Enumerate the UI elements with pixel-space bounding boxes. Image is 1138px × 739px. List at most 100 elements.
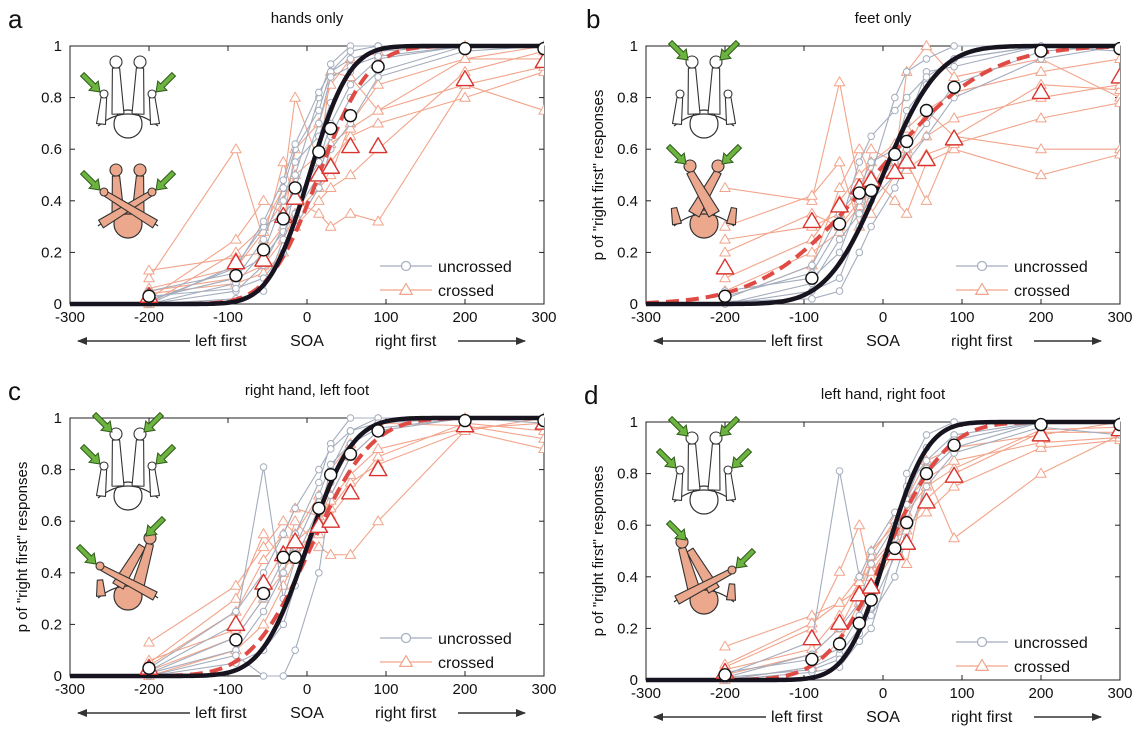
y-tick-label: 0.2 [617, 620, 638, 637]
icon-top-a-stimulus-arrow-icon-0 [79, 71, 101, 93]
icon-top-a-left-foot-icon [109, 55, 123, 69]
icon-bottom-c-body-icon [75, 515, 167, 611]
crossed-mean-point [534, 51, 544, 69]
crossed-participant-point [538, 104, 544, 115]
y-tick-label: 0.6 [41, 141, 62, 158]
icon-bottom-c-hand-a-icon [95, 561, 105, 571]
icon-top-a-right-arm-icon [148, 95, 161, 126]
uncrossed-participant-point [315, 119, 323, 128]
crossed-participant-point [948, 532, 960, 543]
x-tick-label: -100 [789, 685, 819, 702]
x-tick-label: 300 [1107, 685, 1132, 702]
uncrossed-participant-point [950, 42, 958, 50]
icon-top-c-stimulus-arrow-icon-1-shape [155, 443, 177, 465]
uncrossed-mean-point [852, 616, 866, 630]
uncrossed-participant-line [724, 45, 1120, 292]
uncrossed-mean-point [919, 466, 934, 481]
icon-bottom-a-left-foot-icon [109, 163, 123, 177]
uncrossed-participant-point [259, 463, 268, 471]
crossed-participant-point [806, 194, 818, 205]
icon-top-a-head-icon [113, 109, 143, 139]
icon-bottom-b-stimulus-arrow-icon-0 [665, 143, 687, 165]
crossed-participant-point [324, 548, 337, 559]
crossed-mean-point [897, 152, 917, 169]
uncrossed-participant-point [808, 261, 816, 270]
crossed-participant-point [372, 78, 384, 89]
uncrossed-mean-point [888, 541, 902, 556]
y-tick-label: 0.8 [617, 90, 638, 107]
uncrossed-mean-point [458, 413, 472, 428]
x-tick-label: 200 [1028, 685, 1053, 702]
icon-top-b-right-leg-icon [707, 67, 721, 115]
uncrossed-participant-point [232, 284, 240, 293]
uncrossed-participant-point [891, 93, 899, 102]
crossed-participant-point [1035, 112, 1047, 123]
icon-bottom-a-right-hand-icon [99, 187, 109, 197]
crossed-participant-point [920, 506, 933, 517]
crossed-participant-point [889, 194, 901, 205]
uncrossed-mean-point [1034, 44, 1048, 58]
x-tick-label: -200 [710, 309, 740, 326]
crossed-participant-point [853, 143, 866, 154]
uncrossed-participant-point [922, 55, 931, 63]
crossed-mean-point [226, 253, 246, 270]
uncrossed-participant-point [279, 197, 288, 205]
crossed-participant-point [257, 541, 270, 552]
crossed-participant-point [1035, 441, 1047, 452]
uncrossed-participant-point [835, 287, 844, 295]
crossed-mean-point [715, 258, 735, 275]
crossed-participant-point [313, 541, 325, 552]
icon-top-d-stimulus-arrow-icon-1 [731, 447, 753, 469]
y-tick-label: 0 [54, 296, 62, 313]
uncrossed-participant-point [279, 530, 288, 538]
uncrossed-mean-point [1113, 41, 1120, 56]
icon-bottom-d-body-icon [665, 519, 757, 615]
crossed-participant-point [1114, 96, 1120, 107]
icon-bottom-a-body-icon [79, 163, 177, 239]
icon-top-c-head-icon [113, 481, 143, 511]
crossed-participant-point [806, 189, 818, 200]
uncrossed-participant-point [315, 478, 323, 487]
uncrossed-mean-point [864, 183, 878, 198]
uncrossed-participant-line [148, 45, 544, 292]
uncrossed-participant-point [326, 73, 335, 81]
uncrossed-participant-point [867, 547, 875, 555]
panel-letter: d [584, 380, 598, 410]
crossed-participant-point [230, 592, 242, 603]
crossed-participant-point [313, 207, 325, 218]
crossed-participant-point [865, 143, 877, 154]
crossed-participant-point [344, 169, 357, 180]
icon-top-d-right-foot-icon [709, 431, 723, 445]
left-first-label: left first [195, 705, 247, 722]
legend-crossed-label: crossed [438, 655, 494, 672]
crossed-participant-point [372, 443, 384, 454]
data-layer [70, 40, 544, 309]
uncrossed-mean-point [276, 550, 290, 565]
crossed-mean-point [917, 149, 936, 167]
panel-letter: b [586, 4, 600, 34]
icon-top-c-stimulus-arrow-icon-2 [91, 411, 113, 433]
panel-a: a hands only -300 -200 -100 0 100 200 300 0 0.2 0.4… [8, 4, 557, 350]
uncrossed-mean-point [947, 80, 961, 94]
icon-top-b-left-arm-icon [671, 95, 684, 126]
x-tick-label: 300 [531, 681, 556, 698]
y-tick-label: 0.4 [617, 193, 638, 210]
left-first-label: left first [195, 333, 247, 350]
uncrossed-mean-point [312, 501, 326, 515]
icon-top-a-stimulus-arrow-icon-1 [155, 71, 177, 93]
icon-top-a-right-leg-icon [131, 67, 145, 115]
icon-bottom-b-left-arm-icon [670, 206, 682, 226]
x-tick-label: 100 [949, 309, 974, 326]
legend-uncrossed-marker [976, 260, 988, 272]
uncrossed-participant-point [867, 132, 875, 141]
crossed-participant-line [148, 45, 544, 292]
uncrossed-mean-point [718, 289, 732, 303]
uncrossed-mean-point [805, 652, 819, 667]
crossed-participant-point [1114, 148, 1120, 159]
y-tick-label: 1 [630, 38, 638, 55]
crossed-participant-point [257, 194, 270, 205]
crossed-participant-point [344, 548, 357, 559]
panel-d: d left hand, right foot p of "right first"… [584, 380, 1133, 726]
icon-top-d-stimulus-arrow-icon-1-shape [731, 447, 753, 469]
